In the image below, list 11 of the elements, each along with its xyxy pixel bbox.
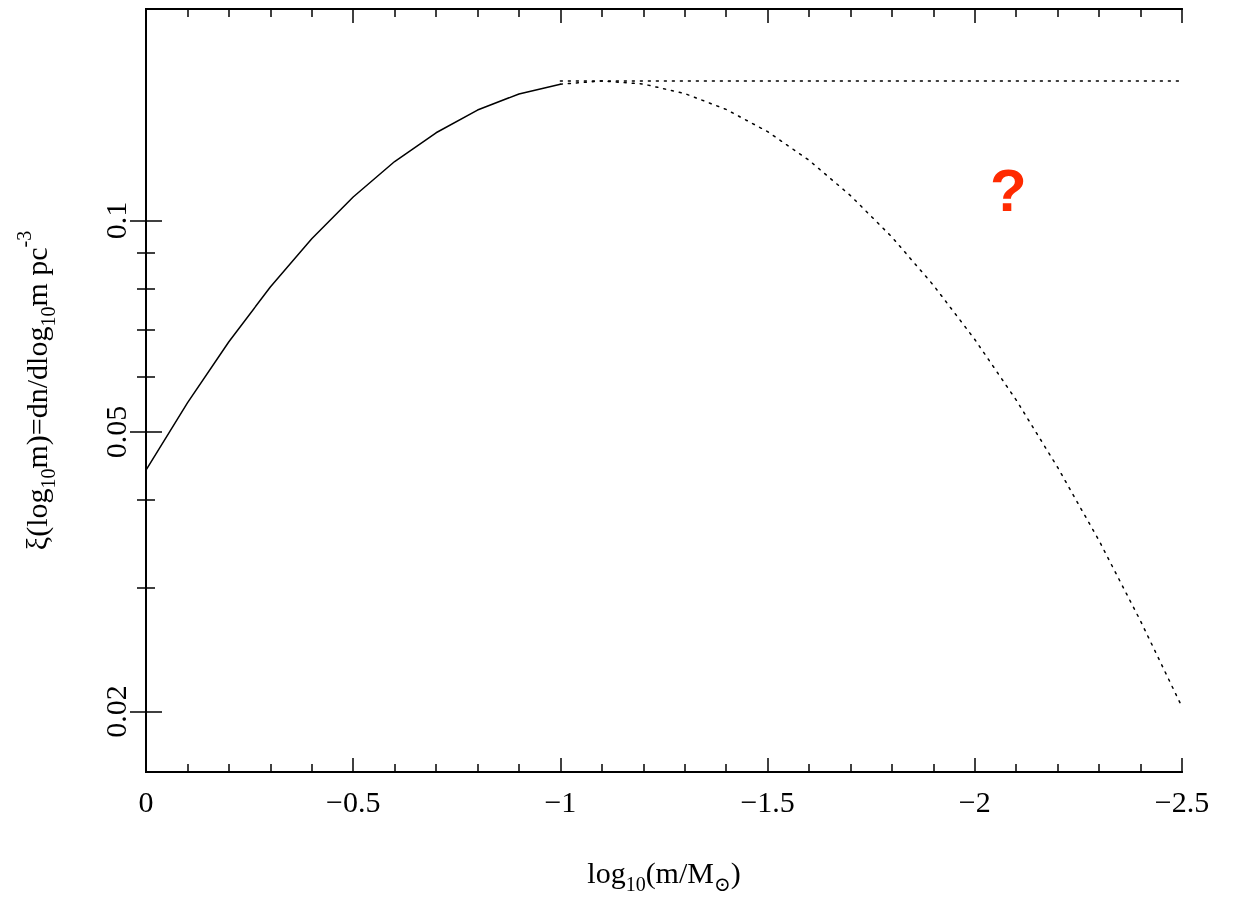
x-tick-label: −2.5 <box>1154 784 1210 818</box>
y-tick-label: 0.02 <box>98 685 132 738</box>
x-tick-label: −2 <box>958 784 991 818</box>
x-tick-label: −1.5 <box>740 784 795 818</box>
x-tick-label: −0.5 <box>325 784 381 818</box>
y-tick-label: 0.1 <box>98 201 132 240</box>
annotation: ? <box>990 156 1027 224</box>
x-tick-label: 0 <box>138 784 154 818</box>
x-tick-label: −1 <box>544 784 577 818</box>
y-axis-title: ξ(log10m)=dn/dlog10m pc-3 <box>13 230 59 551</box>
y-tick-label: 0.05 <box>98 405 132 459</box>
